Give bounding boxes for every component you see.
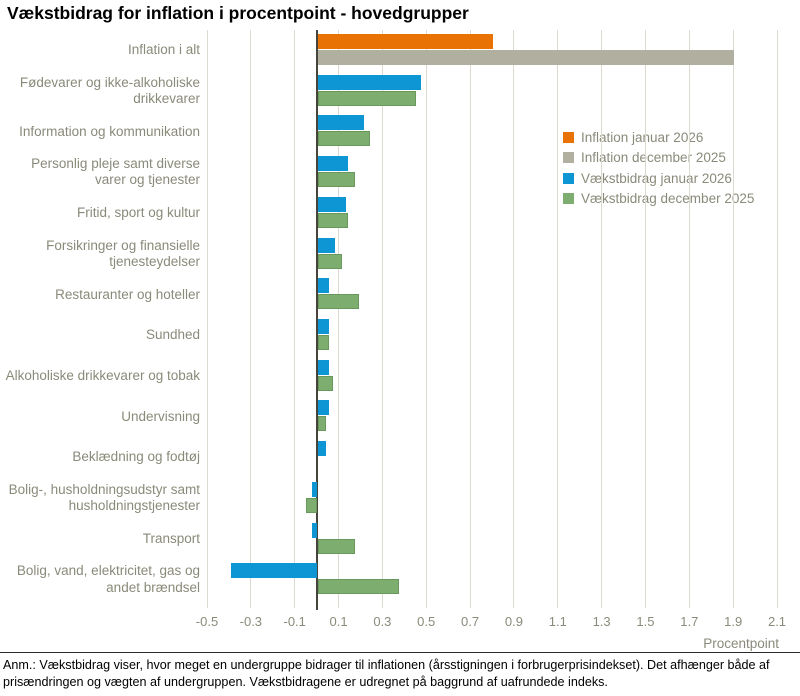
gridline (381, 30, 383, 608)
legend-swatch (563, 172, 574, 184)
bar-top (231, 563, 317, 579)
bar-bottom (317, 131, 371, 147)
bar-top (317, 441, 327, 457)
bar-top (317, 115, 364, 131)
category-axis: Inflation i alt Fødevarer og ikke-alkohol… (0, 30, 202, 600)
x-tick-label: 1.9 (724, 614, 743, 629)
category-label: Bolig-, husholdningsudstyr samt husholdn… (8, 482, 200, 514)
bar-top (317, 196, 347, 212)
legend-swatch (563, 131, 574, 143)
gridline (425, 30, 427, 608)
bar-bottom (317, 253, 342, 269)
gridline (250, 30, 252, 608)
bar-top (317, 156, 349, 172)
x-tick-label: -0.5 (195, 614, 219, 629)
bar-bottom (317, 172, 355, 188)
x-tick-label: 0.7 (461, 614, 480, 629)
category-label: Restauranter og hoteller (55, 286, 200, 302)
category-label: Forsikringer og finansielle tjenesteydel… (46, 237, 200, 269)
bar-bottom (317, 90, 417, 106)
gridline (206, 30, 208, 608)
x-tick-label: 1.7 (680, 614, 699, 629)
gridline (513, 30, 515, 608)
x-axis-unit-label: Procentpoint (703, 636, 779, 651)
x-tick-label: 0.3 (373, 614, 392, 629)
category-label: Bolig, vand, elektricitet, gas og andet … (16, 563, 200, 595)
bar-top (317, 237, 336, 253)
gridline (732, 30, 734, 608)
x-tick-label: 1.3 (592, 614, 611, 629)
bar-top (317, 34, 493, 49)
bar-bottom (305, 497, 317, 513)
legend-item: Inflation december 2025 (563, 148, 754, 169)
category-label: Information og kommunikation (19, 123, 200, 139)
legend-swatch (563, 152, 574, 164)
footnote-divider (0, 652, 800, 653)
x-tick-label: 0.5 (417, 614, 436, 629)
footnote-text: Anm.: Vækstbidrag viser, hvor meget en u… (3, 658, 770, 690)
bar-bottom (317, 294, 360, 310)
bar-top (317, 400, 329, 416)
category-label: Personlig pleje samt diverse varer og tj… (31, 156, 200, 188)
category-label: Inflation i alt (127, 42, 200, 58)
x-tick-label: -0.3 (239, 614, 263, 629)
bar-top (317, 278, 329, 294)
gridline (644, 30, 646, 608)
zero-axis-line (315, 30, 318, 610)
plot-area: Inflation januar 2026 Inflation december … (196, 30, 786, 651)
legend-swatch (563, 193, 574, 205)
x-tick-label: 0.9 (504, 614, 523, 629)
gridline (294, 30, 296, 608)
category-label: Fødevarer og ikke-alkoholiske drikkevare… (19, 74, 200, 107)
gridline (601, 30, 603, 608)
chart-title: Vækstbidrag for inflation i procentpoint… (7, 3, 469, 23)
x-tick-label: 0.1 (329, 614, 348, 629)
category-label: Undervisning (121, 408, 200, 424)
x-tick-label: 2.1 (767, 614, 787, 629)
legend-label: Vækstbidrag december 2025 (581, 191, 755, 207)
gridline (338, 30, 340, 608)
bar-bottom (317, 579, 399, 595)
category-label: Alkoholiske drikkevarer og tobak (5, 367, 200, 383)
bar-bottom (317, 538, 355, 554)
legend-item: Vækstbidrag december 2025 (563, 189, 754, 210)
x-tick-label: 1.1 (548, 614, 567, 629)
legend: Inflation januar 2026 Inflation december … (563, 127, 754, 209)
category-label: Beklædning og fodtøj (72, 449, 200, 465)
x-tick-label: -0.1 (283, 614, 306, 629)
bar-top (312, 481, 317, 497)
category-label: Sundhed (145, 327, 200, 343)
legend-label: Vækstbidrag januar 2026 (581, 170, 732, 186)
gridline (688, 30, 690, 608)
legend-item: Inflation januar 2026 (563, 127, 754, 148)
gridline (469, 30, 471, 608)
category-label: Transport (142, 530, 200, 546)
bar-top (317, 359, 329, 375)
gridline (776, 30, 778, 608)
gridline (557, 30, 559, 608)
category-label: Fritid, sport og kultur (76, 205, 200, 221)
legend-label: Inflation december 2025 (581, 150, 726, 166)
bar-bottom (317, 416, 327, 432)
bar-bottom (317, 335, 329, 350)
bar-top (312, 522, 317, 538)
bar-bottom (317, 212, 349, 228)
bar-top (317, 319, 329, 334)
bar-top (317, 74, 421, 90)
bar-bottom (317, 50, 735, 65)
x-tick-label: 1.5 (636, 614, 655, 629)
legend-item: Vækstbidrag januar 2026 (563, 168, 754, 189)
bar-bottom (317, 375, 333, 391)
legend-label: Inflation januar 2026 (581, 129, 704, 145)
